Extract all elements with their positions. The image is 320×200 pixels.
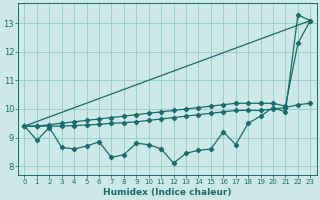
- X-axis label: Humidex (Indice chaleur): Humidex (Indice chaleur): [103, 188, 232, 197]
